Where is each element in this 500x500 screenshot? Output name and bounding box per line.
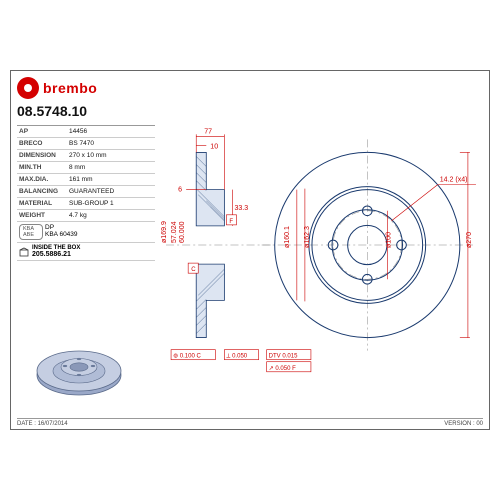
- version-value: 00: [476, 421, 483, 427]
- dim-33: 33.3: [234, 205, 248, 212]
- dim-bolt: 14.2 (x4): [440, 177, 468, 184]
- version-label: VERSION :: [444, 421, 474, 427]
- dim-od: ø270: [466, 232, 473, 248]
- drawing-sheet: brembo 08.5748.10 AP14456 BRECOBS 7470 D…: [10, 70, 490, 430]
- dim-57: 57.024: [171, 221, 178, 243]
- kba-badge: KBA ABE: [19, 224, 43, 240]
- brembo-disc-icon: [17, 77, 39, 99]
- isometric-view: [31, 335, 131, 405]
- datum-c: C: [191, 267, 196, 273]
- dim-10: 10: [210, 143, 218, 150]
- dim-162: ø162.3: [304, 226, 311, 248]
- svg-text:DTV 0.015: DTV 0.015: [269, 354, 298, 360]
- part-number: 08.5748.10: [17, 103, 87, 119]
- inside-box-row: INSIDE THE BOX 205.5886.21: [17, 243, 155, 261]
- svg-text:⟂ 0.050: ⟂ 0.050: [226, 353, 247, 360]
- brand-logo: brembo: [17, 77, 97, 99]
- spec-row: AP14456: [17, 126, 155, 138]
- spec-row: BALANCINGGUARANTEED: [17, 186, 155, 198]
- spec-row: MATERIALSUB-GROUP 1: [17, 198, 155, 210]
- dim-pcd: ø100: [385, 232, 392, 248]
- dim-60: 60.000: [179, 221, 186, 243]
- date-label: DATE :: [17, 421, 36, 427]
- svg-text:⊚ 0.100 C: ⊚ 0.100 C: [173, 354, 201, 360]
- technical-drawing: 14.2 (x4) ø270 ø160.1 ø162.3 ø100: [161, 81, 483, 409]
- dim-77: 77: [204, 128, 212, 135]
- brand-name: brembo: [43, 80, 97, 96]
- box-code: 205.5886.21: [32, 251, 80, 258]
- spec-row: MIN.TH8 mm: [17, 162, 155, 174]
- spec-row: DIMENSION270 x 10 mm: [17, 150, 155, 162]
- spec-row: BRECOBS 7470: [17, 138, 155, 150]
- box-icon: [19, 247, 29, 257]
- date-value: 16/07/2014: [38, 421, 68, 427]
- cert-label: DP: [45, 224, 155, 231]
- dim-169: ø169.9: [161, 221, 168, 243]
- cert-number: KBA 60439: [45, 231, 155, 238]
- svg-text:↗ 0.050 F: ↗ 0.050 F: [269, 366, 296, 372]
- section-view: 77 10 6 33.3 ø169.9 57.024 60.000 C F: [161, 128, 311, 371]
- spec-table: AP14456 BRECOBS 7470 DIMENSION270 x 10 m…: [17, 125, 155, 261]
- spec-row: WEIGHT4.7 kg: [17, 210, 155, 222]
- front-view: 14.2 (x4) ø270 ø160.1 ø162.3 ø100: [262, 139, 476, 350]
- spec-row: MAX.DIA.161 mm: [17, 174, 155, 186]
- cert-row: KBA ABE DP KBA 60439: [17, 222, 155, 243]
- dim-160: ø160.1: [284, 226, 291, 248]
- dim-6: 6: [178, 187, 182, 194]
- datum-f: F: [229, 219, 233, 225]
- footer: DATE : 16/07/2014 VERSION : 00: [17, 418, 483, 427]
